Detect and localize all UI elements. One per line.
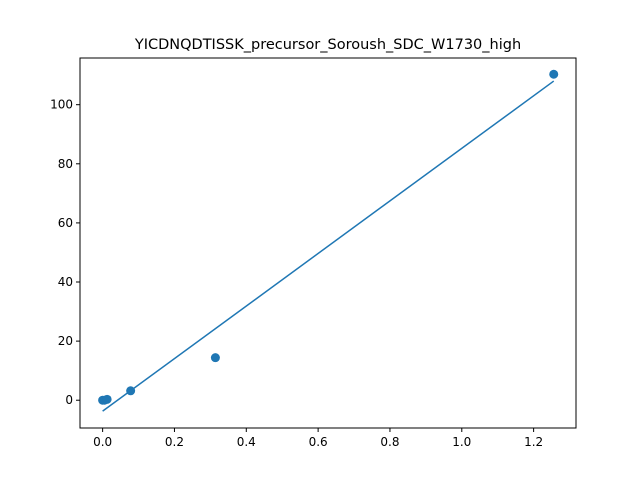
x-axis: 0.0 0.2 0.4 0.6 0.8 1.0 1.2 bbox=[93, 428, 543, 449]
data-point bbox=[549, 69, 559, 79]
x-tick-label: 0.4 bbox=[237, 435, 256, 449]
x-tick-label: 0.2 bbox=[165, 435, 184, 449]
y-tick-label: 100 bbox=[50, 98, 73, 112]
plot-area bbox=[98, 69, 559, 412]
x-tick-label: 0.8 bbox=[380, 435, 399, 449]
fit-line bbox=[102, 80, 555, 412]
data-point bbox=[210, 353, 220, 363]
axes-frame bbox=[79, 57, 577, 429]
y-tick-label: 80 bbox=[58, 157, 73, 171]
chart-title: YICDNQDTISSK_precursor_Soroush_SDC_W1730… bbox=[134, 37, 521, 53]
y-axis: 0 20 40 60 80 100 bbox=[50, 98, 80, 407]
x-tick-label: 0.0 bbox=[93, 435, 112, 449]
y-tick-label: 0 bbox=[65, 393, 73, 407]
data-point bbox=[126, 386, 136, 396]
y-tick-label: 40 bbox=[58, 275, 73, 289]
x-tick-label: 1.0 bbox=[452, 435, 471, 449]
data-point bbox=[102, 394, 112, 404]
x-tick-label: 0.6 bbox=[309, 435, 328, 449]
y-tick-label: 60 bbox=[58, 216, 73, 230]
x-tick-label: 1.2 bbox=[524, 435, 543, 449]
y-tick-label: 20 bbox=[58, 334, 73, 348]
